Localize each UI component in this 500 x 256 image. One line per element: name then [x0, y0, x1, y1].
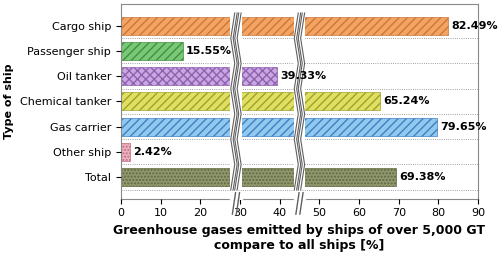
Bar [121, 92, 380, 110]
Bar [121, 143, 130, 161]
Y-axis label: Type of ship: Type of ship [4, 63, 14, 139]
Bar [121, 168, 396, 186]
X-axis label: Greenhouse gases emitted by ships of over 5,000 GT
compare to all ships [%]: Greenhouse gases emitted by ships of ove… [114, 224, 486, 252]
Text: 69.38%: 69.38% [400, 172, 446, 182]
Text: 82.49%: 82.49% [452, 21, 498, 31]
Bar [121, 17, 448, 35]
Text: 2.42%: 2.42% [134, 147, 172, 157]
Bar [294, 13, 306, 190]
Bar [121, 67, 277, 85]
Bar [121, 118, 437, 136]
Text: 79.65%: 79.65% [440, 122, 486, 132]
Bar [230, 13, 242, 190]
Text: 15.55%: 15.55% [186, 46, 232, 56]
Text: 65.24%: 65.24% [383, 96, 430, 106]
Text: 39.33%: 39.33% [280, 71, 326, 81]
Bar [121, 42, 182, 60]
